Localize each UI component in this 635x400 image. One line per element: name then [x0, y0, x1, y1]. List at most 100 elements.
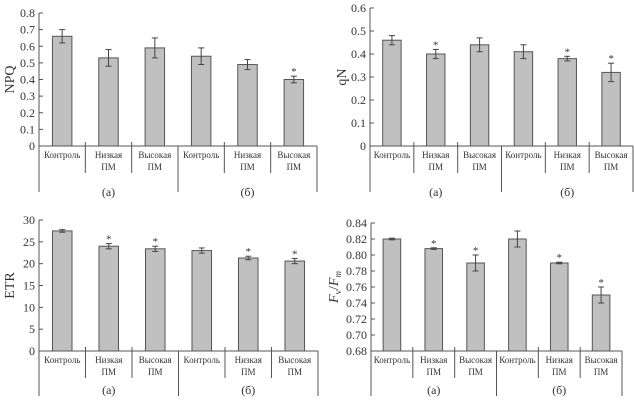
bar	[237, 257, 259, 352]
etr-chart: 0 5 10 15 20 25 30 ETR Контроль * Низкая ПМ * Высокая…	[3, 213, 319, 397]
y-tick-label: 0.5	[20, 56, 35, 70]
x-category-label: ПМ	[428, 162, 443, 172]
bar	[98, 57, 119, 147]
y-tick-label: 0.5	[351, 24, 366, 38]
x-category-label: Контроль	[184, 355, 220, 365]
bar	[382, 238, 402, 352]
group-label: (а)	[429, 185, 442, 199]
bar	[466, 262, 485, 352]
group-label: (б)	[241, 383, 255, 397]
x-category-label: ПМ	[604, 162, 619, 172]
bar	[549, 262, 569, 352]
x-category-label: ПМ	[287, 162, 302, 172]
x-category-label: ПМ	[594, 367, 609, 377]
x-category-label: Низкая	[95, 150, 122, 160]
x-category-label: ПМ	[468, 367, 483, 377]
y-tick-label: 0.3	[351, 70, 366, 84]
significance-star: *	[433, 39, 439, 51]
bar	[557, 58, 577, 147]
y-tick-label: 0	[29, 139, 35, 153]
significance-star: *	[557, 252, 563, 264]
bar	[51, 230, 73, 352]
y-tick-label: 0.80	[346, 248, 367, 262]
significance-star: *	[431, 238, 437, 250]
y-tick-label: 0.72	[346, 312, 367, 326]
x-category-label: ПМ	[426, 367, 441, 377]
y-tick-label: 0.76	[346, 280, 367, 294]
x-category-label: Высокая	[459, 355, 492, 365]
bar	[191, 250, 213, 352]
significance-star: *	[153, 236, 159, 248]
x-category-label: ПМ	[287, 367, 302, 377]
y-axis-title: ETR	[3, 272, 18, 299]
x-category-label: Высокая	[278, 355, 311, 365]
x-category-label: Низкая	[235, 355, 262, 365]
y-tick-label: 0.78	[346, 264, 367, 278]
x-category-label: ПМ	[472, 162, 487, 172]
y-tick-label: 0	[360, 139, 366, 153]
x-category-label: Высокая	[139, 355, 172, 365]
y-tick-label: 0.68	[346, 344, 367, 358]
x-category-label: Контроль	[374, 150, 410, 160]
bar	[144, 47, 166, 147]
y-tick-label: 0.3	[20, 89, 35, 103]
x-category-label: Низкая	[546, 355, 573, 365]
qn-chart: 0 0.1 0.2 0.3 0.4 0.5 0.6 qN Контроль * Низкая ПМ Вы…	[335, 1, 634, 199]
x-category-label: Контроль	[183, 150, 219, 160]
x-category-label: Контроль	[374, 355, 410, 365]
y-tick-label: 5	[29, 322, 35, 336]
group-label: (б)	[240, 185, 254, 199]
significance-star: *	[291, 66, 297, 78]
x-category-label: Высокая	[585, 355, 618, 365]
x-category-label: Низкая	[234, 150, 261, 160]
bar	[98, 245, 120, 352]
y-tick-label: 0.4	[351, 47, 366, 61]
significance-star: *	[292, 248, 298, 260]
npq-chart: 0 0.1 0.2 0.3 0.4 0.5 0.6 0.7 0.8 NPQ Контроль Низк…	[3, 6, 318, 199]
y-tick-label: 0.1	[20, 122, 35, 136]
x-category-label: Низкая	[422, 150, 449, 160]
bar	[51, 35, 73, 147]
x-category-label: ПМ	[148, 162, 163, 172]
group-label: (а)	[427, 383, 440, 397]
x-category-label: Низкая	[95, 355, 122, 365]
significance-star: *	[598, 277, 604, 289]
group-label: (б)	[560, 185, 574, 199]
bar	[382, 39, 402, 147]
x-category-label: ПМ	[101, 367, 116, 377]
significance-star: *	[608, 53, 614, 65]
y-tick-label: 15	[23, 279, 35, 293]
bar	[284, 260, 306, 352]
y-axis-title: Fv/Fm	[327, 270, 343, 304]
y-tick-label: 0.82	[346, 232, 367, 246]
y-tick-label: 25	[23, 235, 35, 249]
y-tick-label: 0.2	[20, 106, 35, 120]
bar	[283, 79, 305, 147]
y-axis-title: NPQ	[3, 65, 18, 93]
x-category-label: ПМ	[552, 367, 567, 377]
group-label: (а)	[102, 383, 115, 397]
x-category-label: Контроль	[44, 355, 80, 365]
fvfm-chart: 0.68 0.70 0.72 0.74 0.76 0.78 0.80 0.82 0.84 Fv/F…	[327, 216, 623, 397]
bar	[469, 44, 490, 147]
y-tick-label: 10	[23, 300, 35, 314]
bar	[424, 248, 444, 352]
x-category-label: Высокая	[138, 150, 171, 160]
y-tick-label: 0.6	[20, 39, 35, 53]
significance-star: *	[565, 46, 571, 58]
y-tick-label: 0.74	[346, 296, 367, 310]
x-category-label: Контроль	[505, 150, 541, 160]
x-category-label: Высокая	[277, 150, 310, 160]
y-tick-label: 0.4	[20, 73, 35, 87]
y-tick-label: 30	[23, 213, 35, 227]
bar	[237, 64, 258, 147]
group-label: (а)	[102, 185, 115, 199]
x-category-label: ПМ	[560, 162, 575, 172]
x-category-label: ПМ	[240, 162, 255, 172]
x-category-label: Контроль	[499, 355, 535, 365]
x-category-label: Низкая	[420, 355, 447, 365]
y-tick-label: 0.84	[346, 216, 367, 230]
y-tick-label: 0.7	[20, 23, 35, 37]
bar	[426, 53, 446, 147]
